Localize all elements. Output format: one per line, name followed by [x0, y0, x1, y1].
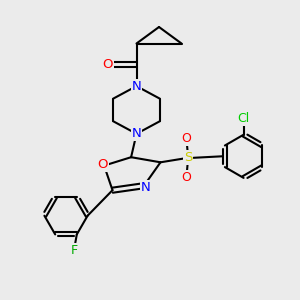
- Text: O: O: [98, 158, 108, 171]
- Text: N: N: [132, 80, 141, 93]
- Text: N: N: [141, 181, 150, 194]
- Text: N: N: [132, 127, 141, 140]
- Text: Cl: Cl: [238, 112, 250, 125]
- Text: S: S: [184, 151, 192, 164]
- Text: O: O: [182, 132, 191, 145]
- Text: F: F: [71, 244, 78, 256]
- Text: O: O: [182, 171, 191, 184]
- Text: O: O: [102, 58, 113, 71]
